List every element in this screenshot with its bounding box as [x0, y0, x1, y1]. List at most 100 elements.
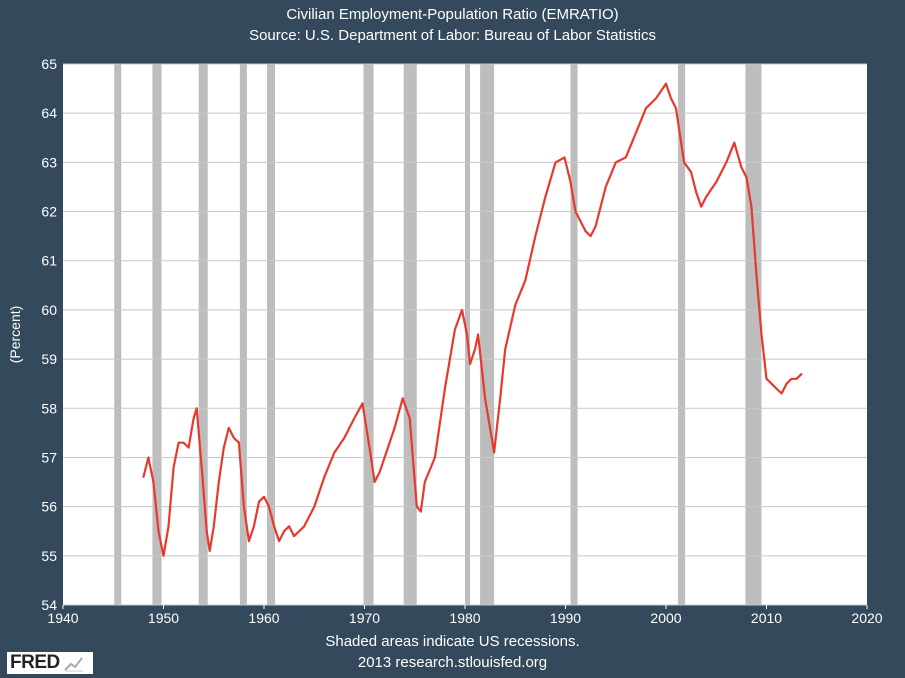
recession-band: [114, 64, 122, 605]
data-point: [675, 107, 677, 110]
data-point: [466, 333, 468, 336]
data-point: [263, 496, 265, 498]
data-point: [635, 132, 637, 134]
data-point: [147, 456, 150, 459]
data-point: [544, 195, 547, 198]
data-point: [419, 510, 422, 513]
recession-band: [363, 64, 374, 605]
data-point: [454, 328, 456, 331]
y-axis-label: (Percent): [7, 306, 23, 364]
data-point: [288, 525, 290, 528]
fred-logo[interactable]: FRED: [7, 652, 93, 674]
data-point: [604, 186, 607, 188]
y-tick-label: 61: [41, 253, 57, 269]
data-point: [683, 161, 685, 164]
data-point: [625, 156, 627, 159]
data-point: [283, 530, 285, 533]
data-point: [273, 525, 275, 528]
data-point: [665, 82, 667, 85]
data-point: [554, 161, 557, 164]
data-point: [333, 451, 336, 454]
y-tick-label: 59: [41, 351, 57, 367]
data-point: [514, 304, 517, 306]
data-point: [152, 481, 155, 483]
x-tick-label: 2020: [851, 610, 882, 626]
data-point: [142, 476, 145, 478]
y-tick-label: 57: [41, 449, 57, 465]
x-tick-label: 2010: [751, 610, 782, 626]
data-point: [775, 387, 778, 390]
x-tick-label: 1940: [47, 610, 78, 626]
chart-title: Civilian Employment-Population Ratio (EM…: [286, 6, 619, 23]
y-tick-label: 58: [41, 400, 57, 416]
data-point: [200, 466, 203, 469]
data-point: [670, 97, 672, 100]
data-point: [569, 181, 572, 183]
data-point: [785, 382, 788, 385]
x-tick-label: 1950: [148, 610, 179, 626]
data-point: [705, 195, 707, 198]
x-tick-label: 1960: [248, 610, 279, 626]
data-point: [725, 161, 728, 164]
chart-icon: [64, 657, 83, 672]
data-point: [424, 481, 426, 483]
data-point: [760, 333, 763, 336]
data-point: [323, 476, 326, 478]
data-point: [383, 456, 386, 459]
data-point: [401, 397, 404, 400]
data-point: [504, 348, 507, 351]
y-tick-label: 56: [41, 499, 57, 515]
data-point: [755, 274, 758, 277]
data-point: [534, 235, 537, 237]
data-point: [444, 387, 446, 390]
data-point: [745, 176, 748, 178]
y-tick-label: 60: [41, 302, 57, 318]
data-point: [243, 505, 245, 508]
data-point: [765, 377, 768, 380]
data-point: [434, 456, 436, 459]
data-point: [655, 97, 657, 100]
data-point: [499, 397, 501, 400]
recession-band: [480, 64, 495, 605]
data-point: [205, 530, 208, 533]
data-point: [268, 505, 270, 508]
data-point: [187, 446, 190, 449]
data-point: [258, 500, 260, 503]
x-tick-label: 2000: [650, 610, 681, 626]
data-point: [594, 225, 597, 228]
data-point: [303, 525, 306, 528]
data-point: [192, 417, 195, 419]
y-tick-label: 55: [41, 548, 57, 564]
data-point: [589, 235, 592, 237]
data-point: [700, 205, 702, 208]
data-point: [408, 417, 411, 419]
data-point: [157, 530, 160, 533]
data-point: [313, 505, 316, 508]
data-point: [172, 466, 175, 469]
data-point: [378, 471, 381, 474]
recession-band: [152, 64, 162, 605]
recession-band: [198, 64, 208, 605]
data-point: [393, 427, 396, 429]
y-tick-label: 65: [41, 56, 57, 72]
data-point: [298, 530, 300, 533]
recession-band: [239, 64, 247, 605]
y-tick-label: 62: [41, 204, 57, 220]
data-point: [695, 191, 697, 193]
recession-band: [403, 64, 417, 605]
data-point: [790, 377, 793, 380]
data-point: [182, 441, 185, 444]
data-point: [770, 382, 773, 385]
recession-note: Shaded areas indicate US recessions.: [325, 633, 580, 650]
data-point: [524, 279, 527, 282]
data-point: [167, 525, 170, 528]
data-point: [800, 373, 803, 375]
data-point: [461, 309, 463, 311]
data-point: [584, 230, 587, 233]
data-point: [469, 363, 471, 365]
data-point: [733, 141, 736, 144]
data-point: [415, 505, 418, 508]
data-point: [795, 377, 798, 380]
data-point: [177, 441, 180, 444]
